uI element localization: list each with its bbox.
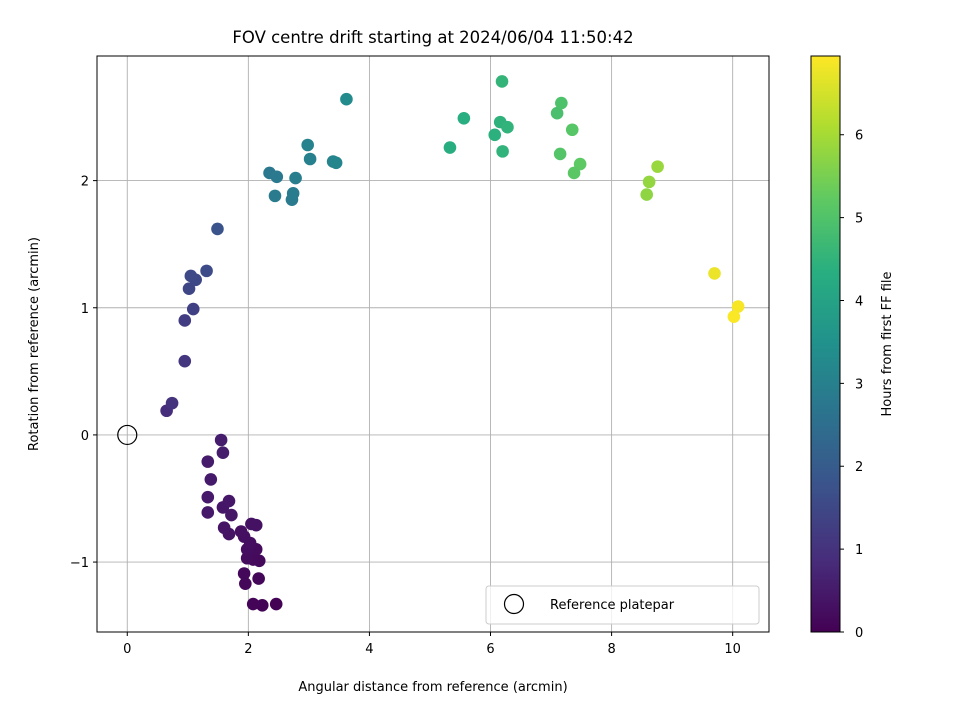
- data-point: [496, 145, 509, 158]
- data-point: [550, 106, 564, 120]
- plot-frame: [96, 55, 770, 633]
- colorbar-tick-label: 2: [855, 460, 863, 475]
- legend-marker-icon: [503, 593, 525, 615]
- data-point: [165, 396, 179, 410]
- data-point: [501, 120, 514, 134]
- colorbar-tick-label: 1: [855, 543, 863, 558]
- data-point: [565, 123, 579, 137]
- data-point: [186, 302, 200, 316]
- data-point: [222, 494, 236, 508]
- data-point: [245, 517, 258, 531]
- data-point: [651, 160, 664, 173]
- y-tick-label: 0: [81, 429, 89, 444]
- grid: [97, 56, 769, 632]
- data-point: [216, 446, 230, 460]
- data-point: [488, 128, 502, 142]
- data-point: [211, 222, 224, 236]
- data-point: [204, 473, 218, 486]
- x-tick-label: 4: [365, 642, 373, 657]
- data-point: [727, 310, 741, 323]
- data-point: [303, 152, 317, 166]
- data-point: [567, 166, 581, 180]
- data-point: [340, 92, 353, 106]
- colorbar-tick-label: 6: [855, 129, 863, 144]
- y-axis-label: Rotation from reference (arcmin): [27, 237, 42, 451]
- data-point: [573, 157, 587, 171]
- data-point: [184, 269, 198, 283]
- data-point: [443, 141, 457, 154]
- data-point: [495, 75, 509, 88]
- chart-title: FOV centre drift starting at 2024/06/04 …: [232, 28, 633, 47]
- data-point: [201, 506, 215, 519]
- x-tick-label: 0: [123, 642, 131, 657]
- colorbar-tick-label: 0: [855, 626, 863, 641]
- colorbar: 0 1 2 3 4 5 6 Hours from first FF file: [810, 55, 895, 641]
- data-point: [201, 490, 215, 504]
- data-point: [240, 551, 254, 565]
- data-point: [270, 170, 284, 184]
- data-point: [201, 455, 215, 468]
- data-point: [301, 138, 314, 152]
- data-point: [182, 282, 196, 295]
- data-point: [708, 267, 721, 280]
- colorbar-tick-label: 5: [855, 212, 863, 227]
- legend: Reference platepar: [485, 585, 760, 625]
- data-point: [214, 433, 228, 447]
- x-axis-ticks: 0 2 4 6 8 10: [123, 632, 741, 657]
- data-point: [178, 314, 192, 327]
- data-point: [555, 96, 568, 110]
- data-point: [289, 171, 302, 185]
- data-point: [234, 525, 248, 538]
- x-tick-label: 8: [607, 642, 615, 657]
- data-point: [553, 147, 567, 161]
- data-point: [286, 187, 300, 200]
- x-tick-label: 10: [724, 642, 741, 657]
- x-tick-label: 2: [244, 642, 252, 657]
- x-tick-label: 6: [486, 642, 494, 657]
- data-point: [246, 597, 260, 611]
- legend-box: [485, 585, 760, 625]
- colorbar-gradient: [810, 55, 841, 633]
- colorbar-label: Hours from first FF file: [880, 271, 895, 416]
- data-point: [642, 175, 656, 189]
- y-axis-ticks: −1 0 1 2: [70, 175, 97, 571]
- y-tick-label: 1: [81, 302, 89, 317]
- data-points: [117, 75, 745, 612]
- data-point: [329, 156, 343, 170]
- data-point: [200, 264, 213, 278]
- data-point: [252, 572, 265, 585]
- legend-label: Reference platepar: [550, 598, 675, 613]
- data-point: [225, 508, 238, 522]
- data-point: [217, 521, 231, 535]
- reference-platepar-marker: [117, 424, 138, 446]
- data-point: [239, 577, 252, 590]
- data-point: [731, 300, 745, 313]
- colorbar-tick-label: 4: [855, 294, 863, 309]
- data-point: [269, 597, 283, 611]
- x-axis-label: Angular distance from reference (arcmin): [298, 680, 567, 695]
- data-point: [457, 112, 471, 125]
- y-tick-label: 2: [81, 175, 89, 190]
- data-point: [640, 188, 654, 201]
- colorbar-tick-label: 3: [855, 377, 863, 392]
- data-point: [237, 567, 251, 580]
- data-point: [268, 189, 282, 203]
- y-tick-label: −1: [70, 556, 89, 571]
- colorbar-ticks: 0 1 2 3 4 5 6: [840, 129, 863, 641]
- data-point: [178, 354, 192, 368]
